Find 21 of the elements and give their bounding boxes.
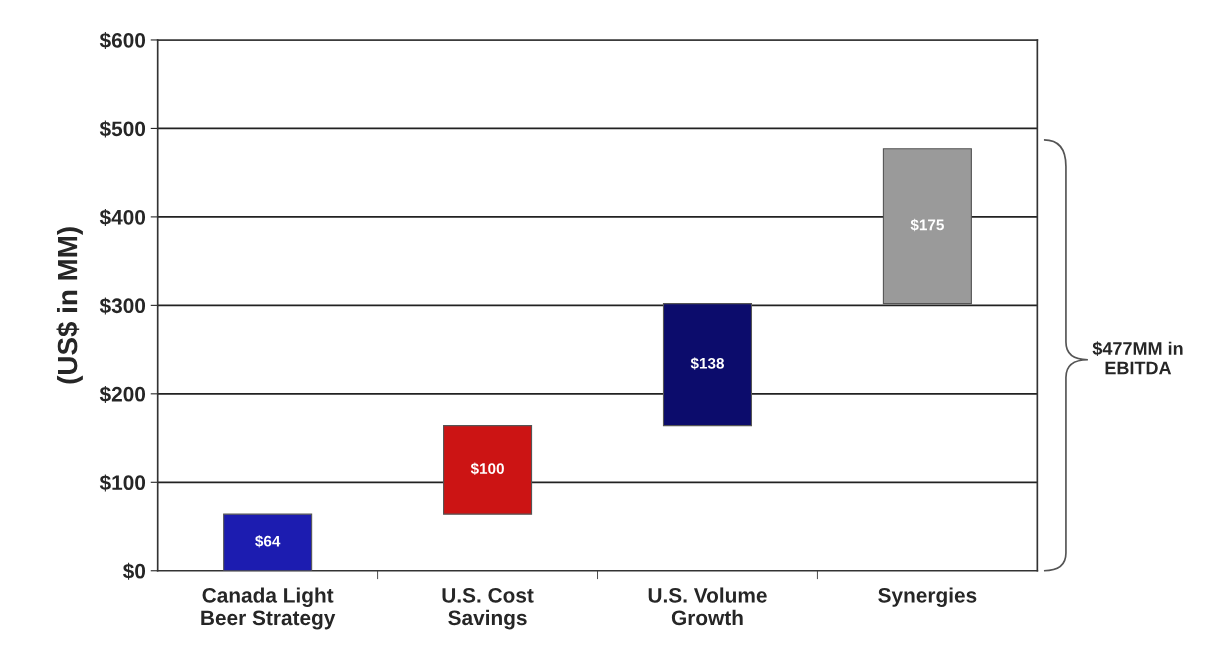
text: $477MM in EBITDA [1092,341,1183,375]
bar [443,425,533,515]
y-tick-label: $100 [99,474,146,492]
x-tick-label: U.S. Cost Savings [442,587,534,630]
y-tick-label: $300 [99,297,146,315]
y-tick-label: $200 [99,385,146,403]
y-tick-label: $0 [122,562,146,580]
y-tick-label: $400 [99,208,146,226]
data-label: $175 [910,218,944,232]
x-tick-label: Synergies [878,587,977,607]
bar [662,303,753,427]
data-label: $64 [255,535,281,548]
data-label: $100 [470,462,504,475]
data-label: $138 [690,357,724,370]
y-tick-label: $600 [99,32,146,50]
bar [223,513,313,571]
x-tick-label: U.S. Volume Growth [648,587,767,626]
y-tick-label: $500 [99,120,146,138]
bar [882,148,972,305]
y-axis-title: (US$ in MM) [56,227,83,384]
x-tick-label: Canada Light Beer Strategy [201,587,336,630]
